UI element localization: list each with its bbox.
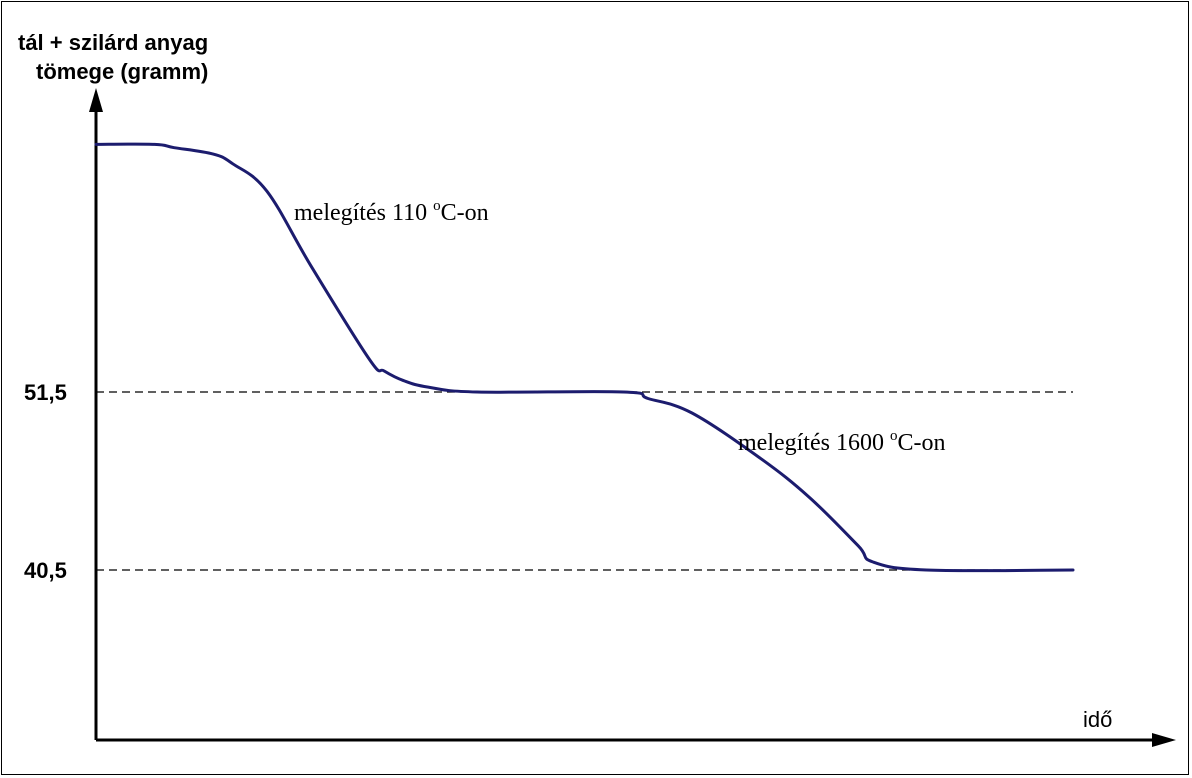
series-line [94, 142, 1075, 573]
y-axis-arrow [89, 88, 103, 112]
y-axis-label-line-2: tömege (gramm) [36, 59, 208, 84]
y-axis-label-line-1: tál + szilárd anyag [18, 30, 208, 55]
x-axis-label: idő [1083, 707, 1112, 732]
annotation-110: melegítés 110 oC-on [294, 198, 489, 226]
annotation-1600: melegítés 1600 oC-on [738, 428, 945, 456]
annotation-1600-degree: o [890, 428, 898, 444]
annotation-1600-suffix: C-on [897, 430, 945, 456]
y-tick-label-51-5: 51,5 [24, 380, 67, 405]
annotation-110-suffix: C-on [441, 200, 489, 226]
annotation-110-degree: o [433, 198, 441, 214]
x-axis-arrow [1152, 733, 1176, 747]
annotation-1600-text: melegítés 1600 [738, 430, 890, 456]
y-tick-label-40-5: 40,5 [24, 558, 67, 583]
annotation-110-text: melegítés 110 [294, 200, 433, 226]
